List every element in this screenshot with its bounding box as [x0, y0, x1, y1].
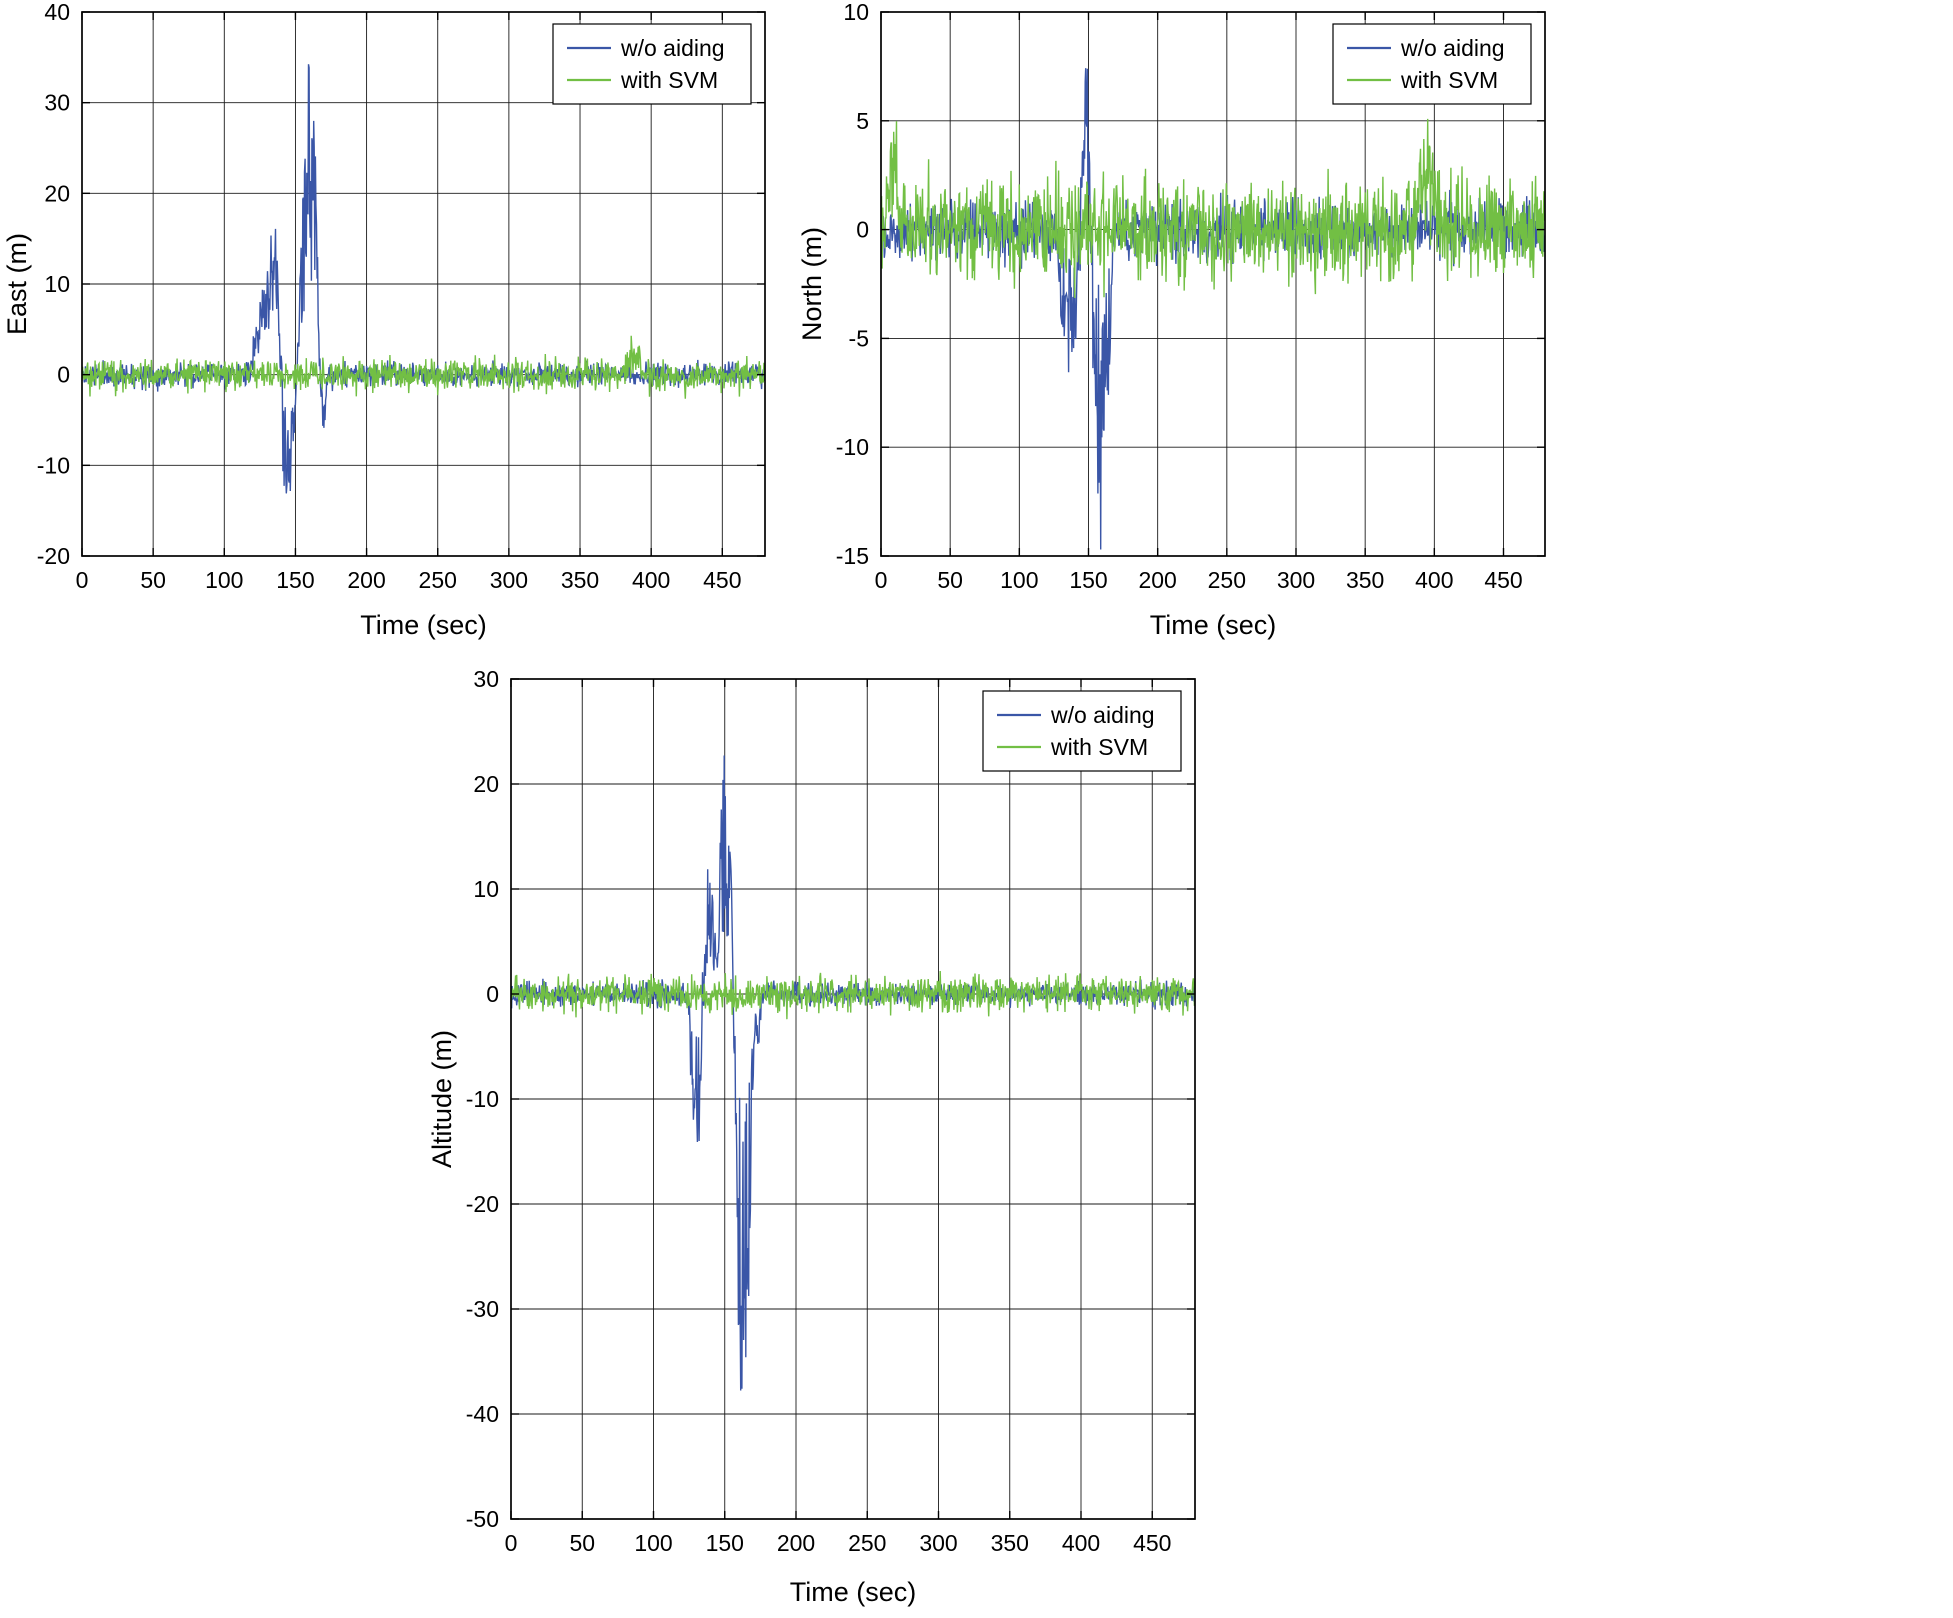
east-ytick-label: 10: [44, 271, 70, 297]
north-axes-box: [880, 11, 1546, 557]
altitude-ytick-label: -40: [466, 1401, 499, 1427]
east-ytick-label: 30: [44, 90, 70, 116]
east-legend-label: w/o aiding: [620, 35, 725, 61]
east-error-chart: 0 50 100 150 200 250 300 350 400 450 -20 -10 0 10 20 30…: [0, 0, 790, 648]
altitude-tick-labels: 0 50 100 150 200 250 300 350 400 450-50-40-30-20-…: [466, 666, 1172, 1556]
altitude-xtick-label: 100: [634, 1530, 672, 1556]
east-ytick-label: -10: [37, 452, 70, 478]
altitude-ytick-label: -50: [466, 1506, 499, 1532]
east-xtick-label: 200: [347, 567, 385, 593]
north-error-chart: 0 50 100 150 200 250 300 350 400 450 -15 -10 -5 0 5 10 T…: [795, 0, 1563, 648]
altitude-ytick-label: 20: [473, 771, 499, 797]
altitude-ylabel: Altitude (m): [427, 1030, 457, 1168]
north-ytick-label: -15: [836, 543, 869, 569]
altitude-ytick-label: 0: [486, 981, 499, 1007]
north-ytick-label: 10: [843, 0, 869, 25]
east-ylabel: East (m): [2, 233, 32, 335]
north-xtick-label: 100: [1000, 567, 1038, 593]
altitude-ytick-label: -10: [466, 1086, 499, 1112]
altitude-xtick-label: 50: [569, 1530, 595, 1556]
north-legend: w/o aiding with SVM: [1332, 23, 1532, 105]
altitude-legend: w/o aiding with SVM: [982, 690, 1182, 772]
east-xtick-label: 50: [140, 567, 166, 593]
east-xtick-label: 450: [703, 567, 741, 593]
east-xtick-label: 150: [276, 567, 314, 593]
north-legend-label: with SVM: [1400, 67, 1498, 93]
north-ytick-label: -5: [849, 325, 869, 351]
north-series: [881, 68, 1545, 550]
east-tick-marks: [81, 11, 765, 557]
altitude-legend-label: w/o aiding: [1050, 702, 1155, 728]
altitude-xtick-label: 400: [1062, 1530, 1100, 1556]
north-ytick-label: 0: [856, 217, 869, 243]
north-xtick-label: 250: [1208, 567, 1246, 593]
north-legend-box: [1332, 23, 1532, 105]
north-xtick-label: 450: [1484, 567, 1522, 593]
east-ytick-label: -20: [37, 543, 70, 569]
north-tick-labels: 0 50 100 150 200 250 300 350 400 450 -15 -10 -5 0 5 10: [836, 0, 1523, 593]
north-xtick-label: 300: [1277, 567, 1315, 593]
east-xtick-label: 400: [632, 567, 670, 593]
altitude-error-chart: 0 50 100 150 200 250 300 350 400 450-50-40-30-20-…: [425, 655, 1220, 1615]
altitude-legend-box: [982, 690, 1182, 772]
altitude-xtick-label: 300: [919, 1530, 957, 1556]
east-line-with_svm: [82, 335, 765, 399]
north-xtick-label: 0: [875, 567, 888, 593]
north-xlabel: Time (sec): [1150, 610, 1277, 640]
north-xtick-label: 150: [1069, 567, 1107, 593]
east-tick-labels: 0 50 100 150 200 250 300 350 400 450 -20 -10 0 10 20 30…: [37, 0, 742, 593]
east-ytick-label: 0: [57, 362, 70, 388]
east-legend-label: with SVM: [620, 67, 718, 93]
altitude-xtick-label: 250: [848, 1530, 886, 1556]
altitude-xtick-label: 200: [777, 1530, 815, 1556]
altitude-legend-label: with SVM: [1050, 734, 1148, 760]
altitude-xtick-label: 150: [706, 1530, 744, 1556]
altitude-xlabel: Time (sec): [790, 1577, 917, 1607]
altitude-xtick-label: 450: [1133, 1530, 1171, 1556]
north-xtick-label: 350: [1346, 567, 1384, 593]
altitude-tick-marks: [510, 678, 1195, 1520]
north-xtick-label: 400: [1415, 567, 1453, 593]
altitude-xtick-label: 0: [505, 1530, 518, 1556]
east-series: [82, 64, 765, 494]
altitude-ytick-label: 10: [473, 876, 499, 902]
altitude-ytick-label: -30: [466, 1296, 499, 1322]
north-ytick-label: 5: [856, 108, 869, 134]
north-ylabel: North (m): [797, 227, 827, 341]
altitude-series: [511, 755, 1195, 1391]
north-xtick-label: 50: [937, 567, 963, 593]
north-legend-label: w/o aiding: [1400, 35, 1505, 61]
north-line-with_svm: [881, 118, 1545, 299]
altitude-ytick-label: -20: [466, 1191, 499, 1217]
east-xtick-label: 100: [205, 567, 243, 593]
east-xtick-label: 300: [490, 567, 528, 593]
altitude-ytick-label: 30: [473, 666, 499, 692]
north-ytick-label: -10: [836, 434, 869, 460]
east-ytick-label: 40: [44, 0, 70, 25]
east-xlabel: Time (sec): [360, 610, 487, 640]
altitude-xtick-label: 350: [991, 1530, 1029, 1556]
east-xtick-label: 250: [419, 567, 457, 593]
north-xtick-label: 200: [1138, 567, 1176, 593]
altitude-line-with_svm: [511, 970, 1195, 1020]
east-xtick-label: 0: [76, 567, 89, 593]
east-xtick-label: 350: [561, 567, 599, 593]
east-legend: w/o aiding with SVM: [552, 23, 752, 105]
north-tick-marks: [880, 11, 1545, 557]
east-legend-box: [552, 23, 752, 105]
east-ytick-label: 20: [44, 180, 70, 206]
